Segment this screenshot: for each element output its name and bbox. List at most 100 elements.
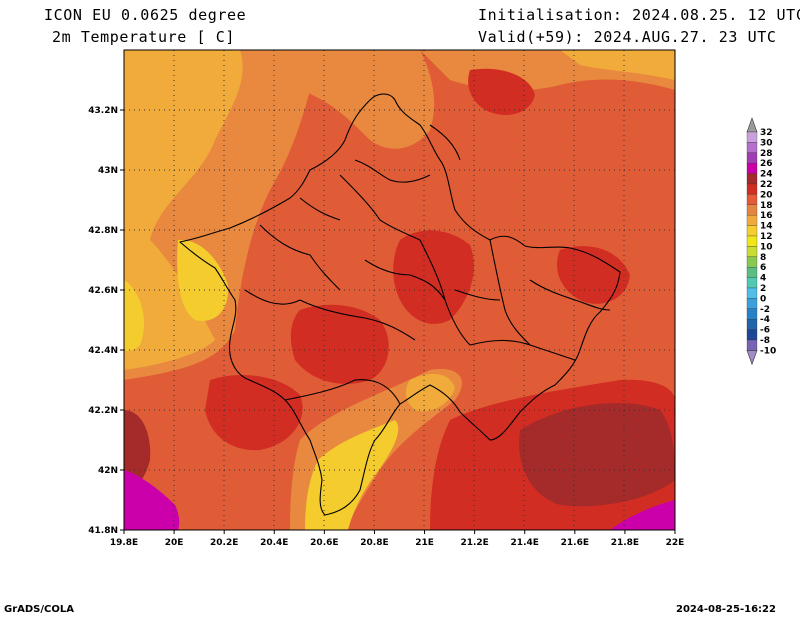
colorbar-label: 10 [760,242,773,252]
region-line-8 [244,289,301,305]
yellow-pocket-west [177,239,229,321]
colorbar-swatch [746,131,758,143]
colorbar-swatch [746,173,758,185]
render-timestamp: 2024-08-25-16:22 [676,604,776,615]
lat-tick-label: 42.2N [88,406,118,416]
region-line-1 [259,224,341,291]
region-line-7 [529,279,611,311]
colorbar-label: 32 [760,128,773,138]
lat-tick-label: 42.8N [88,226,118,236]
colorbar-swatch [746,204,758,216]
colorbar-label: 8 [760,253,766,263]
colorbar-swatch [746,298,758,309]
darkred-southeast [519,402,675,507]
colorbar-label: 14 [760,222,773,232]
colorbar-label: -2 [760,305,770,315]
magenta-southwest [124,470,180,530]
colorbar-swatch [746,194,758,205]
lon-tick-label: 20.6E [310,538,338,548]
yellow-pocket-west2 [124,280,145,352]
colorbar-label: 0 [760,294,766,304]
colorbar-swatch [746,308,758,320]
lon-tick-label: 22E [666,538,685,548]
red-center-east [393,230,474,324]
colorbar-min-arrow [746,350,758,366]
country-outline [179,93,621,516]
colorbar-label: 24 [760,170,773,180]
region-line-3 [299,299,416,341]
darkred-southwest [124,410,151,490]
colorbar-swatch [746,183,758,195]
lon-tick-label: 21.8E [611,538,639,548]
software-credit: GrADS/COLA [4,604,74,615]
region-line-11 [364,259,446,301]
colorbar-swatch [746,163,758,174]
colorbar-swatch [746,287,758,299]
orange-north [300,50,435,149]
colorbar-label: 22 [760,180,773,190]
colorbar-label: 2 [760,284,766,294]
lon-tick-label: 21.2E [460,538,488,548]
colorbar-swatch [746,277,758,289]
lat-tick-label: 42.4N [88,346,118,356]
red-center [290,304,389,384]
initialisation-time: Initialisation: 2024.08.25. 12 UTC [478,6,800,24]
colorbar-label: 26 [760,159,773,169]
yellow-orange-south [405,373,455,412]
colorbar-label: 6 [760,263,766,273]
colorbar-swatch [746,225,758,237]
region-line-2 [339,174,421,241]
colorbar-label: 16 [760,211,773,221]
colorbar-swatch [746,267,758,278]
lat-tick-label: 43N [98,166,118,176]
colorbar-label: -4 [760,315,770,325]
temperature-field [124,50,675,530]
boundaries [179,93,621,516]
colorbar-label: -10 [760,346,776,356]
axis-ticks: 19.8E 20E 20.2E 20.4E 20.6E 20.8E 21E 21.2E 21.4… [88,106,684,548]
colorbar-label: 20 [760,190,773,200]
region-line-6 [489,239,531,346]
colorbar-swatch [746,246,758,257]
lon-tick-label: 19.8E [110,538,138,548]
region-line-9 [284,379,401,405]
region-line-14 [429,124,461,161]
variable-title: 2m Temperature [ C] [52,28,235,46]
lat-tick-label: 41.8N [88,526,118,536]
colorbar-label: 28 [760,149,773,159]
lon-tick-label: 21E [415,538,434,548]
colorbar-label: 12 [760,232,773,242]
colorbar-label: 4 [760,274,766,284]
lon-tick-label: 20.4E [260,538,288,548]
red-east-mid [556,246,630,304]
yellow-south-tongue [305,420,399,530]
magenta-southeast [610,500,675,530]
lon-tick-label: 20.2E [210,538,238,548]
colorbar-label: -8 [760,336,770,346]
lon-tick-label: 21.4E [511,538,539,548]
region-line-12 [454,289,501,301]
region-line-10 [354,159,431,183]
lon-tick-label: 20.8E [360,538,388,548]
colorbar-label: -6 [760,326,770,336]
colorbar-swatch [746,152,758,164]
lat-tick-label: 42.6N [88,286,118,296]
red-northeast [468,68,535,115]
lat-tick-label: 43.2N [88,106,118,116]
lat-tick-label: 42N [98,466,118,476]
colorbar-swatch [746,235,758,247]
colorbar-swatch [746,329,758,341]
region-line-13 [299,197,341,221]
valid-time: Valid(+59): 2024.AUG.27. 23 UTC [478,28,777,46]
colorbar-swatch [746,319,758,330]
colorbar-swatch [746,142,758,153]
lon-tick-label: 21.6E [561,538,589,548]
model-title: ICON EU 0.0625 degree [44,6,247,24]
colorbar-max-arrow [746,117,758,133]
colorbar-label: 30 [760,138,773,148]
colorbar-label: 18 [760,201,773,211]
colorbar-swatch [746,215,758,226]
yellow-orange-west [124,50,243,370]
lon-tick-label: 20E [165,538,184,548]
